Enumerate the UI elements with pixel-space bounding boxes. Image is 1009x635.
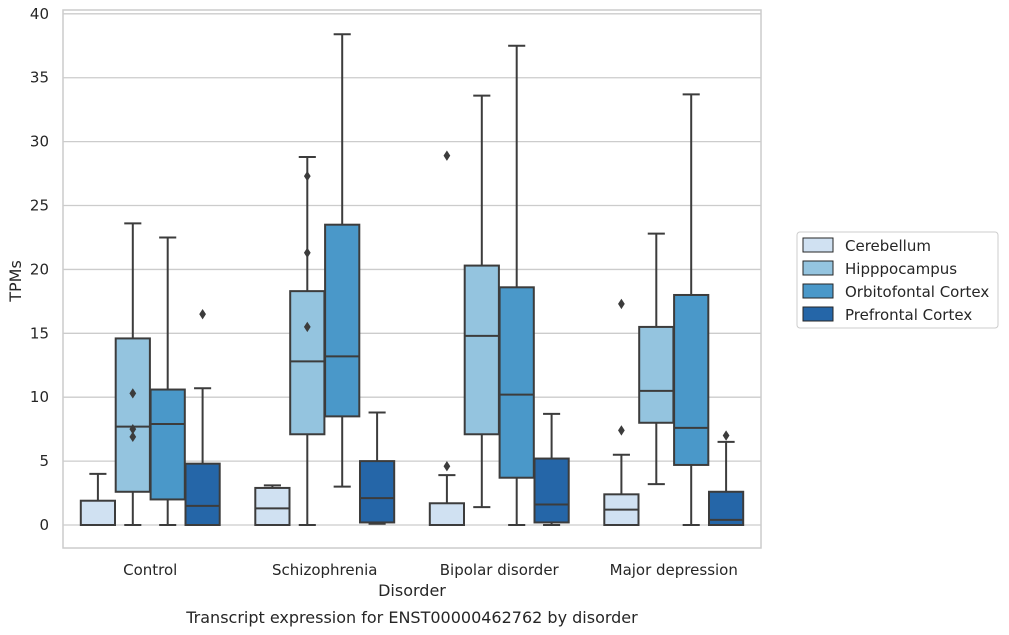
outlier-point: [618, 425, 625, 436]
outlier-point: [303, 247, 311, 258]
box-iqr: [114, 337, 151, 493]
outlier-point: [199, 308, 206, 320]
legend-swatch: [802, 237, 834, 253]
box-groups: [79, 33, 745, 526]
y-tick-labels: 0 5 10 15 20 25 30 35 40: [30, 5, 49, 534]
y-axis-label: TPMs: [6, 260, 25, 303]
legend-frame: [796, 231, 999, 329]
y-tick-label: 25: [30, 197, 49, 215]
outlier-point: [618, 298, 625, 310]
outlier-point: [443, 461, 451, 472]
box-hipppocampus-2: [463, 94, 500, 509]
legend-swatch: [802, 260, 834, 276]
box-cerebellum-1: [254, 484, 291, 526]
outlier-point: [129, 423, 137, 435]
box-iqr: [673, 293, 710, 466]
outlier-point: [443, 150, 451, 161]
legend-swatch: [802, 306, 834, 322]
box-iqr: [428, 502, 466, 526]
box-prefrontal-cortex-3: [707, 430, 745, 526]
outlier-point: [129, 388, 137, 399]
box-cerebellum-0: [79, 472, 117, 526]
outlier-point: [129, 431, 137, 442]
x-tick-label: Schizophrenia: [272, 561, 377, 579]
box-prefrontal-cortex-0: [184, 308, 221, 526]
box-iqr: [498, 286, 535, 479]
box-iqr: [324, 223, 361, 418]
plot-frame: [62, 9, 762, 549]
box-prefrontal-cortex-1: [358, 411, 396, 525]
outlier-point: [303, 321, 311, 333]
box-hipppocampus-0: [114, 222, 151, 526]
box-cerebellum-2: [428, 150, 466, 526]
chart-caption: Transcript expression for ENST0000046276…: [185, 608, 638, 627]
box-hipppocampus-1: [289, 155, 326, 526]
y-tick-label: 0: [39, 516, 49, 534]
box-iqr: [254, 486, 291, 526]
box-iqr: [463, 264, 500, 436]
box-orbitofontal-cortex-2: [498, 44, 535, 526]
outlier-point: [303, 170, 311, 182]
box-iqr: [289, 290, 326, 436]
box-iqr: [149, 388, 186, 501]
box-iqr: [358, 460, 396, 524]
x-tick-label: Control: [123, 561, 177, 579]
legend-label: Cerebellum: [845, 237, 931, 255]
box-orbitofontal-cortex-3: [673, 93, 710, 526]
legend-swatch: [802, 283, 834, 299]
box-iqr: [533, 457, 570, 524]
box-hipppocampus-3: [638, 232, 675, 486]
legend-label: Prefrontal Cortex: [845, 306, 972, 324]
y-tick-label: 10: [30, 388, 49, 406]
box-orbitofontal-cortex-0: [149, 236, 186, 526]
box-orbitofontal-cortex-1: [324, 33, 361, 488]
box-iqr: [638, 325, 675, 424]
y-tick-label: 5: [39, 452, 49, 470]
box-iqr: [184, 462, 221, 526]
y-tick-label: 20: [30, 260, 49, 278]
box-cerebellum-3: [603, 298, 640, 526]
legend-label: Orbitofontal Cortex: [845, 283, 989, 301]
y-tick-label: 15: [30, 324, 49, 342]
y-tick-label: 30: [30, 133, 49, 151]
box-iqr: [79, 499, 117, 526]
x-tick-labels: Control Schizophrenia Bipolar disorder Majo…: [123, 561, 738, 579]
x-tick-label: Major depression: [610, 561, 738, 579]
legend: Cerebellum Hipppocampus Orbitofontal Corte…: [796, 231, 999, 329]
outlier-point: [722, 430, 730, 441]
x-axis-label: Disorder: [378, 581, 446, 600]
y-tick-label: 35: [30, 69, 49, 87]
y-tick-label: 40: [30, 5, 49, 23]
x-tick-label: Bipolar disorder: [440, 561, 560, 579]
legend-label: Hipppocampus: [845, 260, 957, 278]
box-prefrontal-cortex-2: [533, 412, 570, 526]
